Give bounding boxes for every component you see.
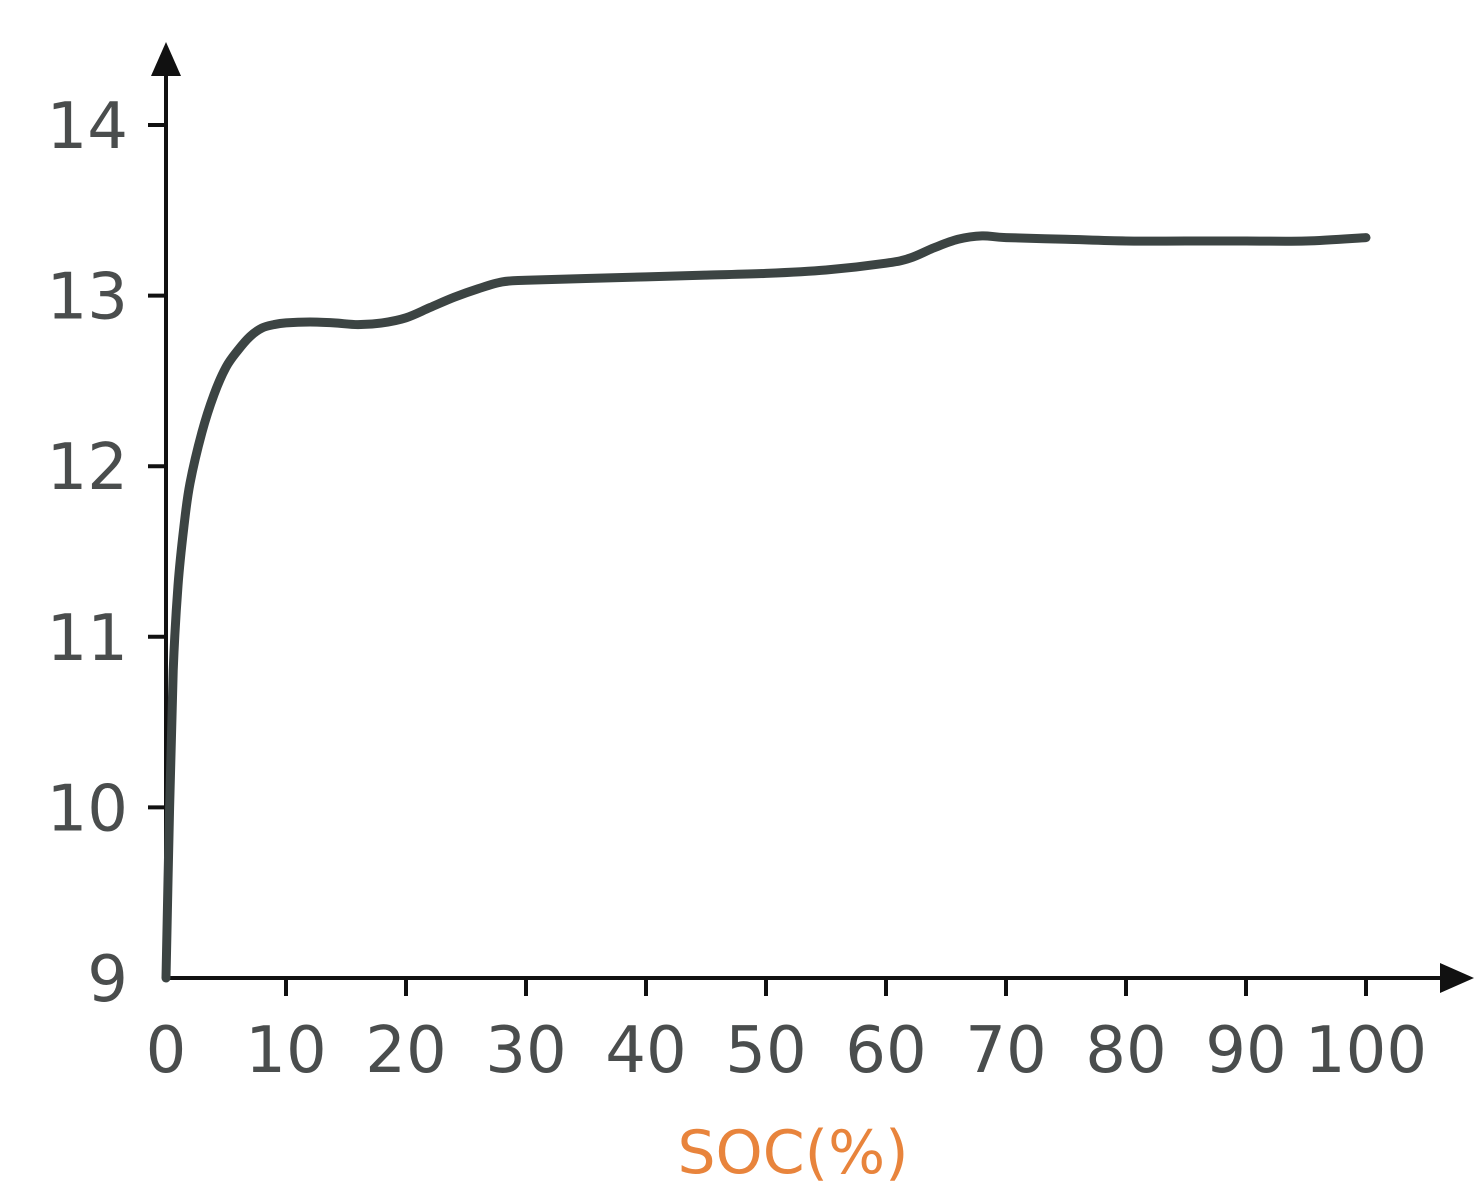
y-tick-label: 10 bbox=[47, 772, 128, 846]
x-tick-label: 60 bbox=[845, 1014, 926, 1088]
axes bbox=[151, 42, 1474, 993]
x-axis-arrow bbox=[1440, 963, 1474, 993]
series-layer bbox=[161, 231, 1371, 983]
x-axis-title: SOC(%) bbox=[677, 1118, 908, 1181]
x-tick-label: 80 bbox=[1085, 1014, 1166, 1088]
y-tick-label: 11 bbox=[47, 602, 128, 676]
y-tick-label: 14 bbox=[47, 90, 128, 164]
x-tick-label: 30 bbox=[485, 1014, 566, 1088]
x-tick-label: 70 bbox=[965, 1014, 1046, 1088]
y-tick-label: 9 bbox=[87, 943, 128, 1017]
x-tick-label: 40 bbox=[605, 1014, 686, 1088]
y-ticks: 9 10 11 12 13 14 bbox=[47, 90, 166, 1017]
series-line-0 bbox=[161, 231, 1371, 983]
x-ticks: 0 10 20 30 40 50 60 70 80 90 100 bbox=[146, 978, 1427, 1088]
x-tick-label: 90 bbox=[1205, 1014, 1286, 1088]
x-tick-label: 20 bbox=[365, 1014, 446, 1088]
y-tick-label: 13 bbox=[47, 261, 128, 335]
y-axis-arrow bbox=[151, 42, 181, 76]
y-tick-label: 12 bbox=[47, 431, 128, 505]
x-tick-label: 50 bbox=[725, 1014, 806, 1088]
x-tick-label: 100 bbox=[1305, 1014, 1427, 1088]
x-tick-label: 10 bbox=[245, 1014, 326, 1088]
x-tick-label: 0 bbox=[146, 1014, 187, 1088]
